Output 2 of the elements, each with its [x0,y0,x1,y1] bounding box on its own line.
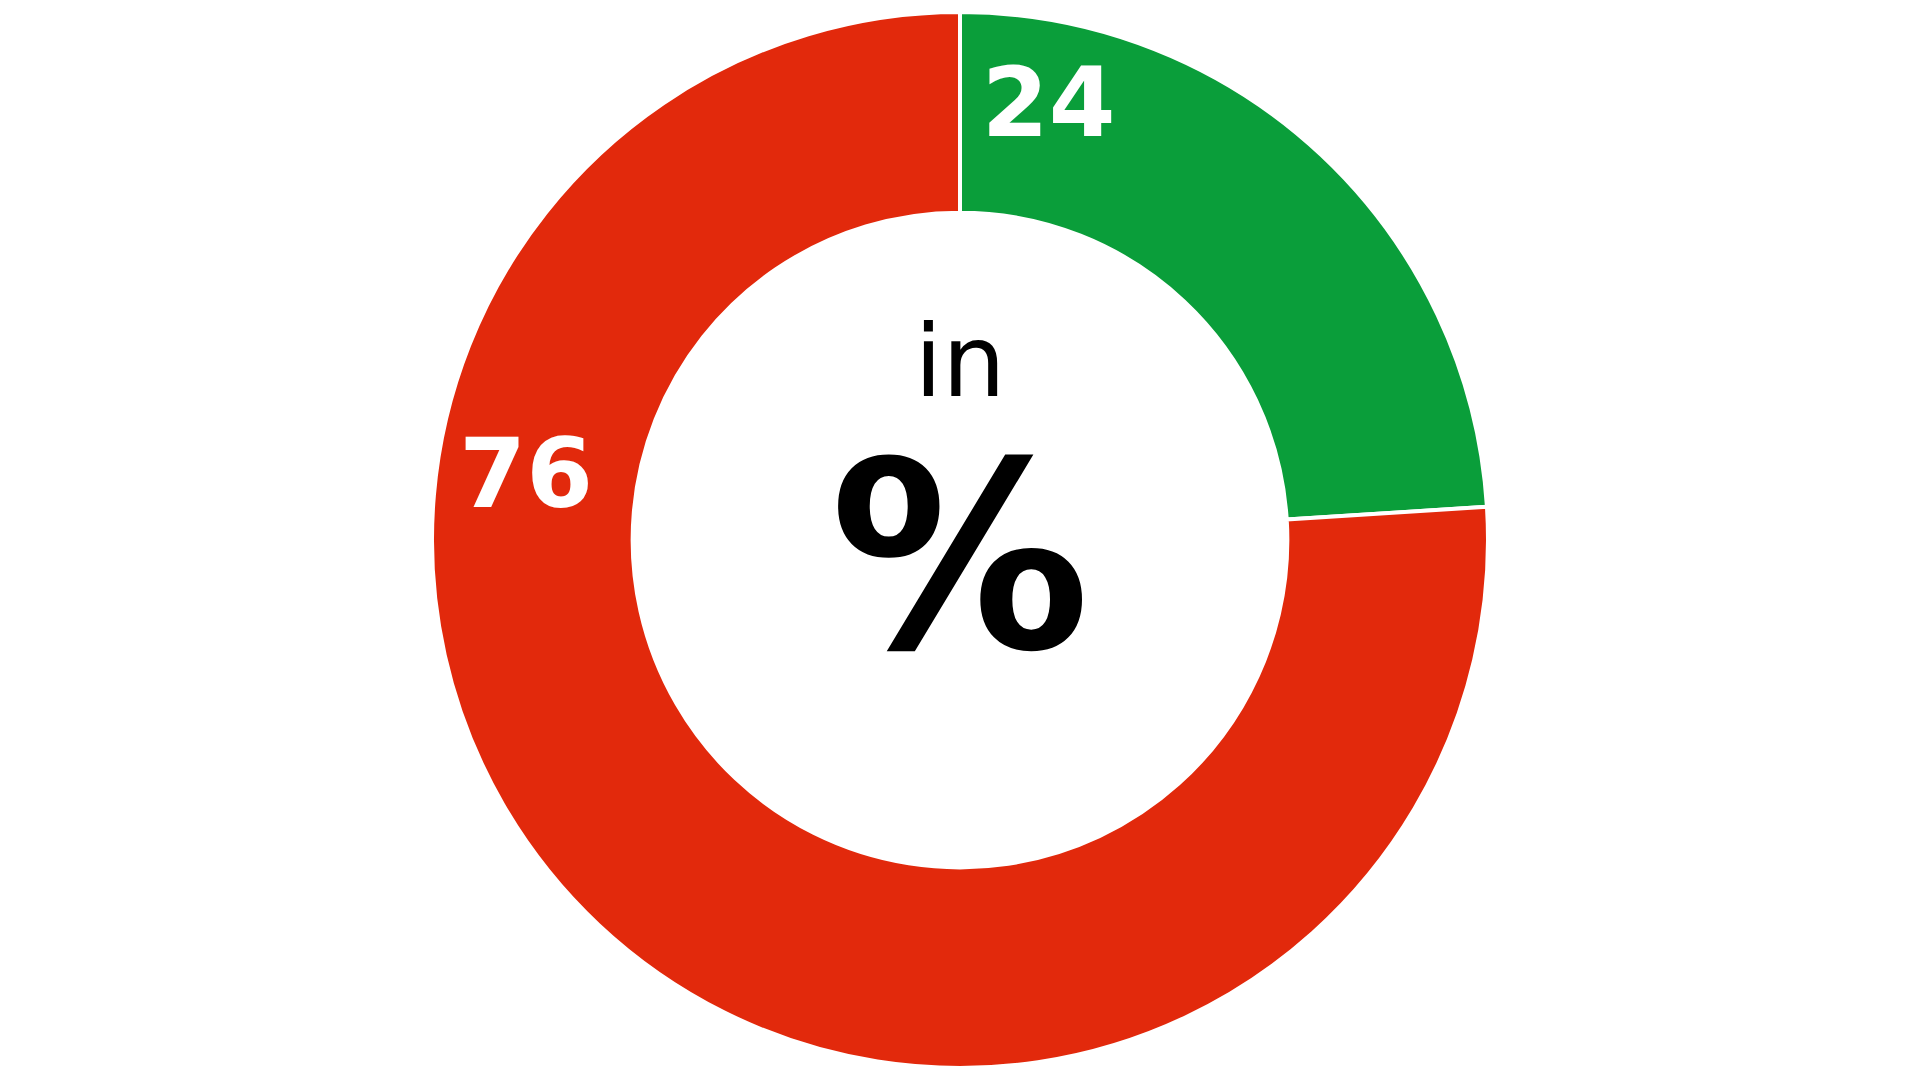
data-label: 24 [981,47,1116,160]
data-label: 76 [459,417,593,530]
